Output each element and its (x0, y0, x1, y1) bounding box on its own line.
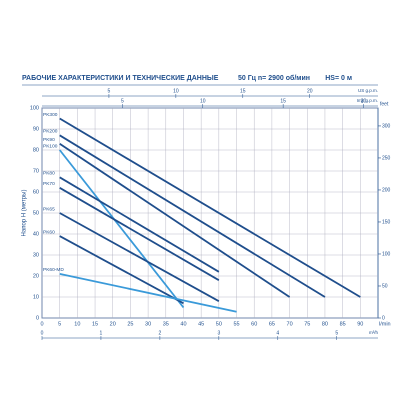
x-tick-label: 5 (58, 321, 61, 327)
us-gpm-axis-label: US g.p.m. (358, 88, 378, 93)
pump-curve (59, 212, 220, 302)
suction: HS= 0 м (325, 75, 352, 82)
y-axis-label: Напор H (метры) (22, 190, 28, 237)
pump-curve (59, 117, 361, 298)
us-gpm-tick-label: 15 (240, 88, 246, 94)
x-tick-label: 85 (340, 321, 346, 327)
x-axis-label: l/min (379, 321, 391, 327)
us-gpm-tick-label: 5 (108, 88, 111, 94)
m3h-tick-label: 0 (41, 330, 44, 336)
x-tick-label: 45 (198, 321, 204, 327)
y-tick-label: 10 (33, 294, 39, 300)
curve-label: PK90 (43, 137, 55, 143)
pump-curve (59, 142, 291, 298)
y-tick-label: 80 (33, 147, 39, 153)
pump-curve (59, 273, 237, 313)
curve-label: PK70 (43, 181, 55, 187)
y-tick-label: 30 (33, 252, 39, 258)
pump-curve (59, 187, 220, 281)
frequency: 50 Гц (238, 75, 257, 82)
y2-tick-label: 0 (382, 315, 385, 321)
y-tick-label: 100 (30, 105, 39, 111)
x-tick-label: 50 (216, 321, 222, 327)
imp-gpm-tick-label: 10 (200, 98, 206, 104)
x-tick-label: 20 (110, 321, 116, 327)
x-tick-label: 75 (304, 321, 310, 327)
curve-label: PK60 (43, 229, 55, 235)
y-tick-label: 90 (33, 126, 39, 132)
x-tick-label: 90 (357, 321, 363, 327)
m3h-tick-label: 4 (276, 330, 279, 336)
y-tick-label: 20 (33, 273, 39, 279)
y-tick-label: 70 (33, 168, 39, 174)
curve-label: PK200 (43, 129, 58, 135)
x-tick-label: 0 (40, 321, 43, 327)
y2-tick-label: 100 (382, 251, 391, 257)
x-tick-label: 15 (92, 321, 98, 327)
us-gpm-tick-label: 20 (307, 88, 313, 94)
imp-gpm-tick-label: 15 (280, 98, 286, 104)
imp-gpm-tick-label: 5 (121, 98, 124, 104)
curve-label: PK100 (43, 143, 58, 149)
chart-title: РАБОЧИЕ ХАРАКТЕРИСТИКИ И ТЕХНИЧЕСКИЕ ДАН… (22, 75, 219, 82)
y2-axis-label: feet (380, 101, 389, 107)
pump-curve (58, 149, 185, 309)
curve-label: PK80 (43, 171, 55, 177)
pump-curve (59, 134, 326, 298)
m3h-tick-label: 5 (335, 330, 338, 336)
speed: n= 2900 об/мин (258, 74, 310, 82)
imp-gpm-axis-label: Imp g.p.m. (357, 98, 378, 103)
x-tick-label: 70 (287, 321, 293, 327)
y2-tick-label: 150 (382, 219, 391, 225)
y-tick-label: 50 (33, 210, 39, 216)
pump-curve (59, 235, 184, 305)
y-tick-label: 40 (33, 231, 39, 237)
m3h-tick-label: 2 (159, 330, 162, 336)
m3h-tick-label: 1 (100, 330, 103, 336)
x-tick-label: 30 (145, 321, 151, 327)
x-tick-label: 25 (127, 321, 133, 327)
y-tick-label: 0 (36, 315, 39, 321)
y2-tick-label: 300 (382, 123, 391, 129)
x-tick-label: 55 (233, 321, 239, 327)
x-tick-label: 10 (74, 321, 80, 327)
x-tick-label: 35 (163, 321, 169, 327)
y2-tick-label: 50 (382, 283, 388, 289)
x-tick-label: 60 (251, 321, 257, 327)
pump-curve (59, 176, 220, 273)
x-tick-label: 40 (180, 321, 186, 327)
x-tick-label: 80 (322, 321, 328, 327)
x-tick-label: 65 (269, 321, 275, 327)
us-gpm-tick-label: 10 (173, 88, 179, 94)
curve-label: PK60-MD (43, 267, 64, 273)
m3h-axis-label: m³/h (369, 330, 378, 335)
y-tick-label: 60 (33, 189, 39, 195)
imp-gpm-tick-label: 20 (361, 98, 367, 104)
y2-tick-label: 250 (382, 155, 391, 161)
y2-tick-label: 200 (382, 187, 391, 193)
curve-label: PK65 (43, 206, 55, 212)
m3h-tick-label: 3 (217, 330, 220, 336)
curve-label: PK300 (43, 112, 58, 118)
